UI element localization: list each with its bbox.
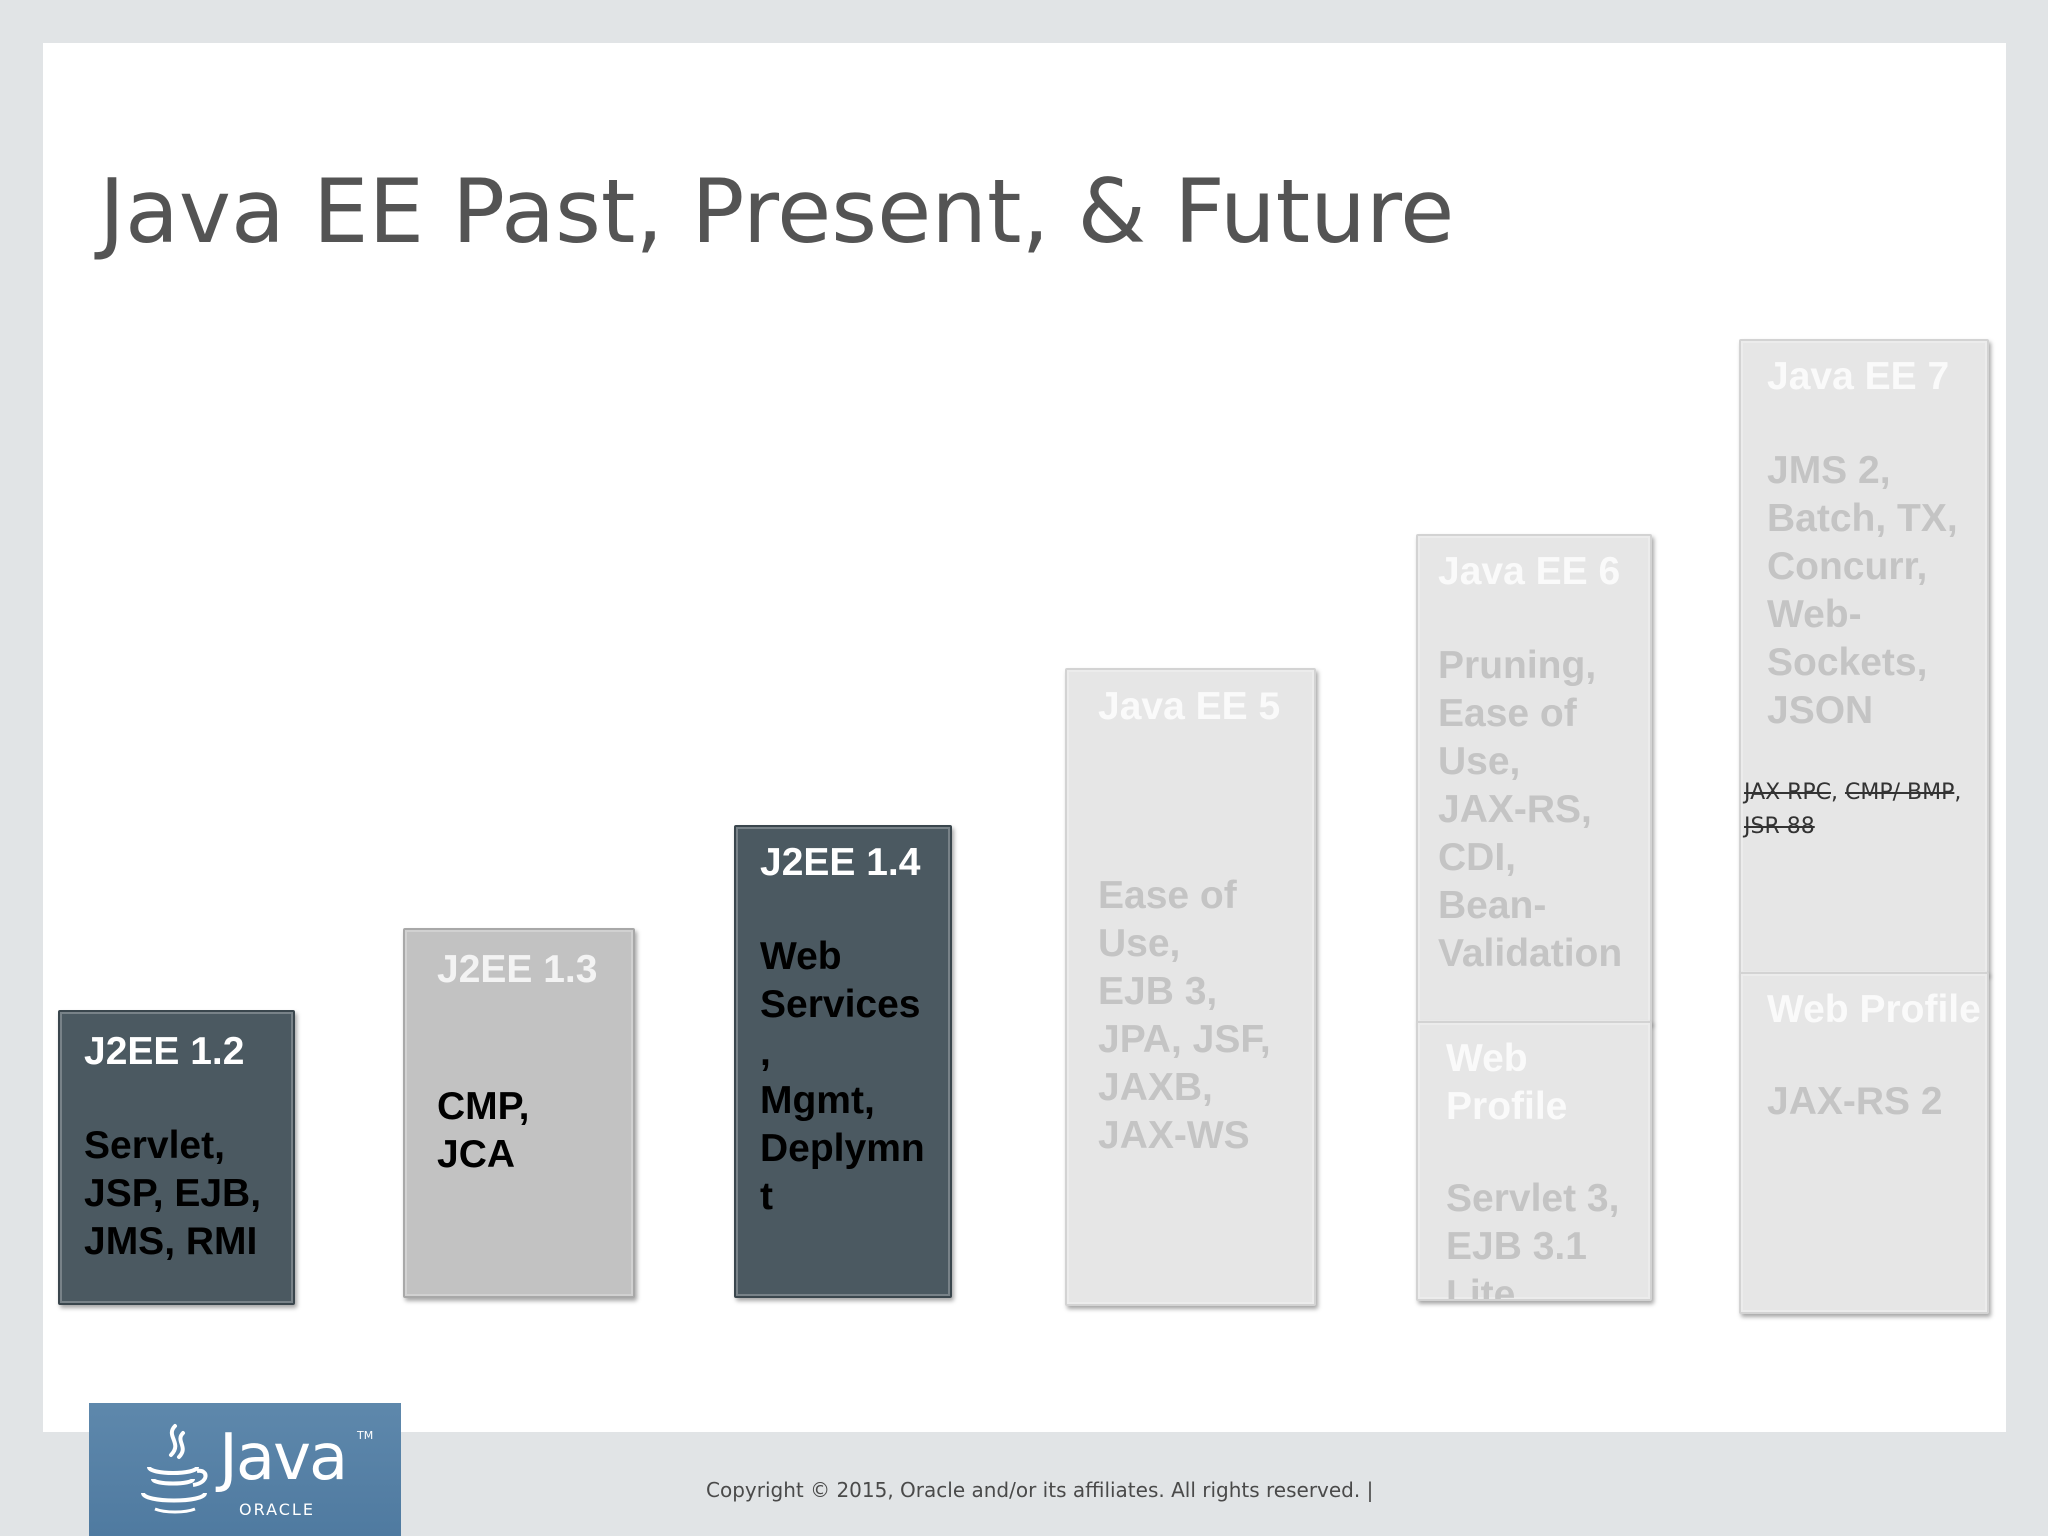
java-oracle-logo: Java TM ORACLE: [89, 1403, 401, 1536]
release-name: J2EE 1.3: [437, 948, 598, 991]
web-profile-features: Servlet 3, EJB 3.1 Lite: [1446, 1177, 1620, 1301]
pruned-separator: ,: [1954, 780, 1962, 805]
release-features: Web Services , Mgmt, Deplymn t: [760, 935, 925, 1218]
release-name: Java EE 7: [1767, 355, 1950, 398]
release-features: Ease of Use, EJB 3, JPA, JSF, JAXB, JAX-…: [1098, 874, 1271, 1157]
release-features: Pruning, Ease of Use, JAX-RS, CDI, Bean-…: [1438, 644, 1623, 975]
pruned-technologies: JAX-RPC, CMP/ BMP, JSR 88: [1744, 776, 1994, 844]
web-profile-box-java-ee-7: Web Profile JAX-RS 2: [1739, 972, 1989, 1314]
release-box-java-ee-7: Java EE 7 JMS 2, Batch, TX, Concurr, Web…: [1739, 339, 1989, 975]
release-name: Java EE 6: [1438, 550, 1621, 593]
release-features: JMS 2, Batch, TX, Concurr, Web- Sockets,…: [1767, 449, 1958, 732]
release-features: CMP, JCA: [437, 1085, 530, 1176]
release-box-j2ee-1-3: J2EE 1.3 CMP, JCA: [403, 928, 635, 1298]
pruned-separator: ,: [1830, 780, 1845, 805]
pruned-jax-rpc: JAX-RPC: [1744, 780, 1831, 805]
logo-trademark: TM: [357, 1429, 374, 1442]
web-profile-box-java-ee-6: Web Profile Servlet 3, EJB 3.1 Lite: [1416, 1021, 1652, 1301]
copyright-notice: Copyright © 2015, Oracle and/or its affi…: [706, 1478, 1374, 1502]
logo-oracle-word: ORACLE: [239, 1500, 315, 1519]
release-box-java-ee-5: Java EE 5 Ease of Use, EJB 3, JPA, JSF, …: [1065, 668, 1316, 1306]
release-box-j2ee-1-4: J2EE 1.4 Web Services , Mgmt, Deplymn t: [734, 825, 952, 1298]
pruned-cmp-bmp: CMP/ BMP: [1844, 780, 1955, 805]
java-coffee-cup-icon: [141, 1424, 208, 1514]
web-profile-label: Web Profile: [1446, 1037, 1568, 1128]
release-name: J2EE 1.4: [760, 841, 921, 884]
logo-java-word: Java: [219, 1421, 348, 1495]
web-profile-features: JAX-RS 2: [1767, 1080, 1943, 1123]
release-box-java-ee-6: Java EE 6 Pruning, Ease of Use, JAX-RS, …: [1416, 534, 1652, 1024]
web-profile-label: Web Profile: [1767, 988, 1981, 1031]
release-features: Servlet, JSP, EJB, JMS, RMI: [84, 1124, 262, 1263]
slide: [43, 43, 2006, 1432]
pruned-jsr-88: JSR 88: [1744, 814, 1815, 839]
slide-title: Java EE Past, Present, & Future: [99, 160, 1455, 263]
release-box-j2ee-1-2: J2EE 1.2 Servlet, JSP, EJB, JMS, RMI: [58, 1010, 295, 1305]
release-name: J2EE 1.2: [84, 1030, 245, 1073]
release-name: Java EE 5: [1098, 685, 1281, 728]
